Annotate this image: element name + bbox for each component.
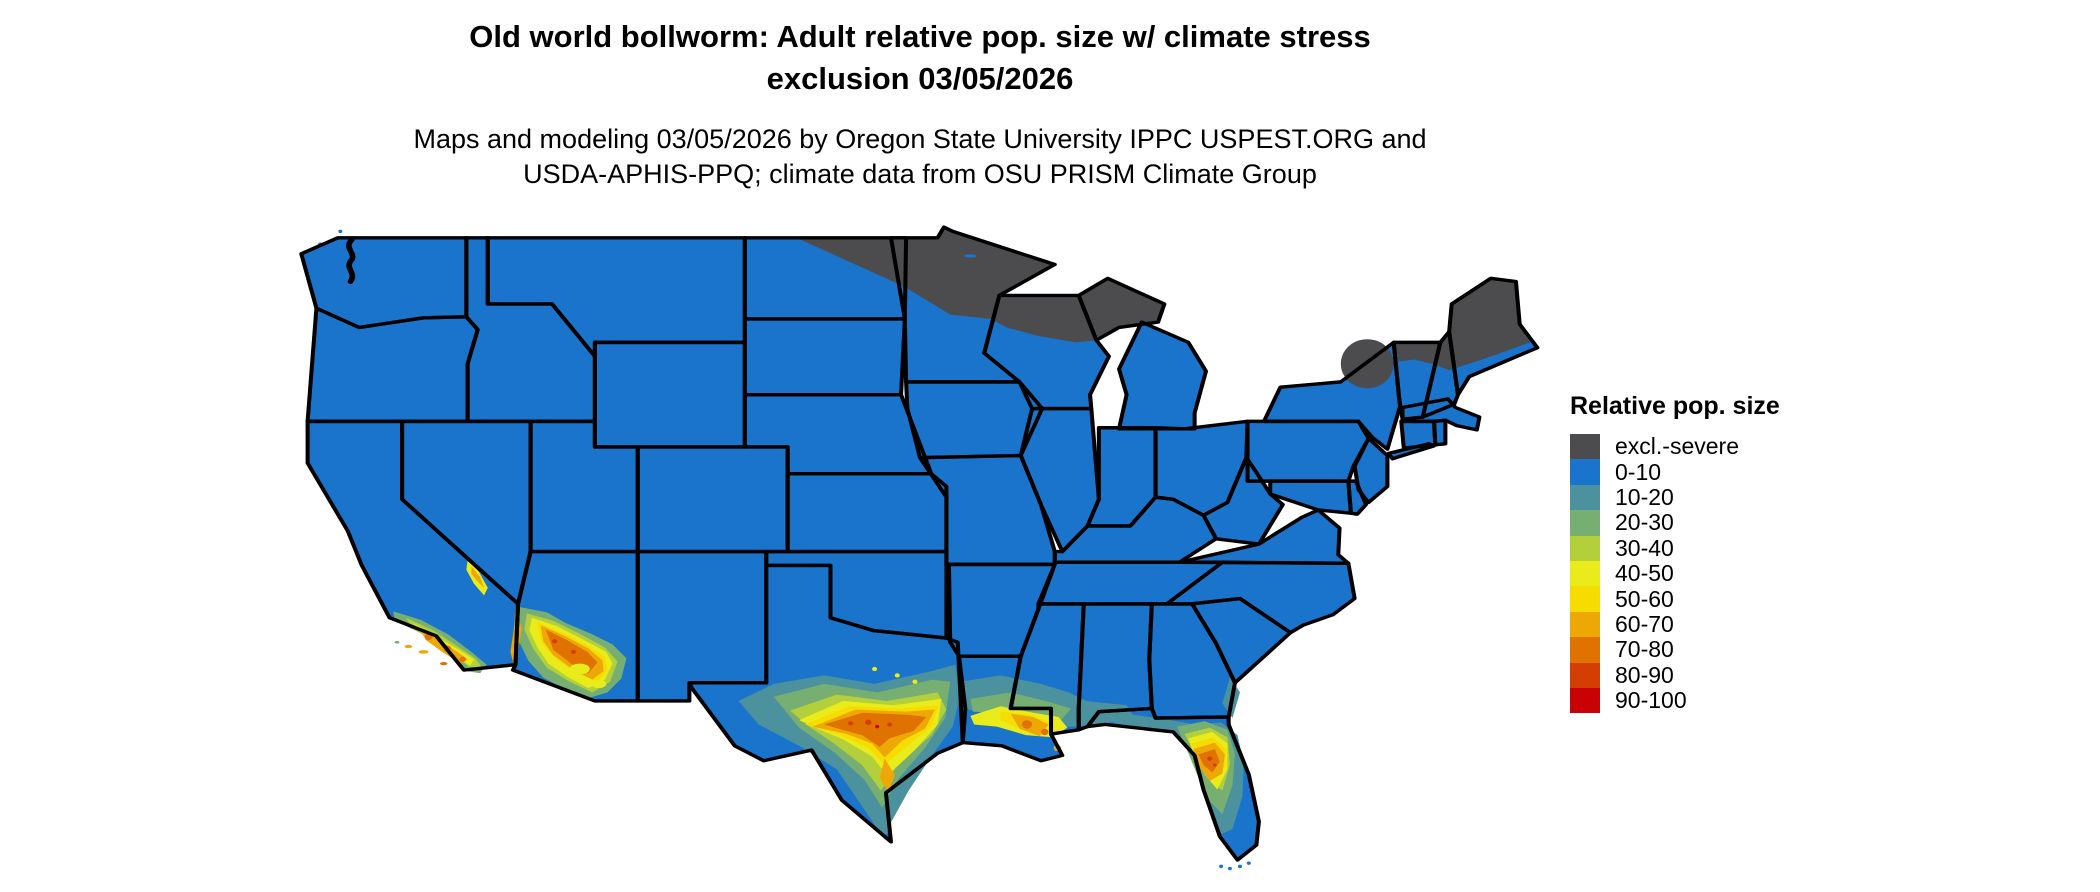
legend-items: excl.-severe 0-10 10-20 20-30 30-40 40-50 50-6… — [1570, 433, 1780, 714]
legend-item: 0-10 — [1570, 458, 1780, 485]
gray-northern-minnesota — [890, 227, 1055, 319]
legend-item: 40-50 — [1570, 560, 1780, 587]
puget-sound-inlet — [346, 237, 356, 284]
overlay-southwest-arizona — [510, 607, 627, 699]
subtitle-line2: USDA-APHIS-PPQ; climate data from OSU PR… — [523, 159, 1317, 189]
legend-label: 50-60 — [1615, 585, 1674, 612]
legend-swatch — [1570, 434, 1600, 460]
legend-swatch — [1570, 687, 1600, 714]
legend-swatch — [1570, 510, 1600, 536]
legend-item: 20-30 — [1570, 509, 1780, 536]
legend-item: 90-100 — [1570, 687, 1780, 714]
legend-swatch — [1570, 586, 1600, 612]
legend-label: 60-70 — [1615, 610, 1674, 637]
legend-item: excl.-severe — [1570, 433, 1780, 460]
us-risk-map — [295, 225, 1555, 871]
subtitle-line1: Maps and modeling 03/05/2026 by Oregon S… — [413, 124, 1427, 154]
isle-royale — [964, 254, 977, 258]
florida-key — [1237, 864, 1243, 869]
legend-item: 50-60 — [1570, 585, 1780, 612]
channel-island — [394, 640, 400, 644]
gray-north-dakota-wedge — [796, 237, 905, 287]
channel-island — [418, 650, 429, 654]
legend-item: 30-40 — [1570, 534, 1780, 561]
legend-item: 70-80 — [1570, 636, 1780, 663]
legend-swatch — [1570, 637, 1600, 663]
florida-key — [1246, 861, 1251, 865]
legend-swatch — [1570, 535, 1600, 561]
legend-label: 30-40 — [1615, 534, 1674, 561]
overlay-south-texas — [738, 664, 961, 840]
legend-label: 70-80 — [1615, 636, 1674, 663]
gray-northern-wisconsin — [990, 295, 1097, 343]
catalina-island — [439, 662, 448, 666]
legend-label: 80-90 — [1615, 661, 1674, 688]
page-title-line2: exclusion 03/05/2026 — [766, 61, 1074, 96]
legend-label: excl.-severe — [1615, 433, 1739, 460]
legend-swatch — [1570, 560, 1600, 587]
puget-island — [338, 229, 343, 234]
channel-island — [404, 644, 413, 649]
map-header: Old world bollworm: Adult relative pop. … — [170, 16, 1670, 192]
legend-item: 10-20 — [1570, 483, 1780, 511]
state-borders — [301, 227, 1537, 860]
legend-label: 20-30 — [1615, 509, 1674, 536]
legend-item: 80-90 — [1570, 661, 1780, 688]
legend-swatch — [1570, 484, 1600, 511]
legend: Relative pop. size excl.-severe 0-10 10-20… — [1570, 392, 1780, 714]
legend-label: 40-50 — [1615, 560, 1674, 587]
legend-swatch — [1570, 459, 1600, 485]
page-title-line1: Old world bollworm: Adult relative pop. … — [469, 19, 1371, 54]
map-subtitle: Maps and modeling 03/05/2026 by Oregon S… — [170, 122, 1670, 192]
legend-swatch — [1570, 611, 1600, 638]
legend-swatch — [1570, 662, 1600, 688]
florida-key — [1227, 866, 1232, 871]
legend-title: Relative pop. size — [1570, 392, 1780, 420]
legend-label: 0-10 — [1615, 458, 1662, 485]
overlay-florida — [1086, 707, 1244, 835]
florida-key — [1219, 864, 1224, 869]
legend-item: 60-70 — [1570, 610, 1780, 638]
legend-label: 10-20 — [1615, 483, 1674, 510]
gray-northern-new-england — [1393, 278, 1530, 371]
legend-label: 90-100 — [1615, 687, 1687, 714]
